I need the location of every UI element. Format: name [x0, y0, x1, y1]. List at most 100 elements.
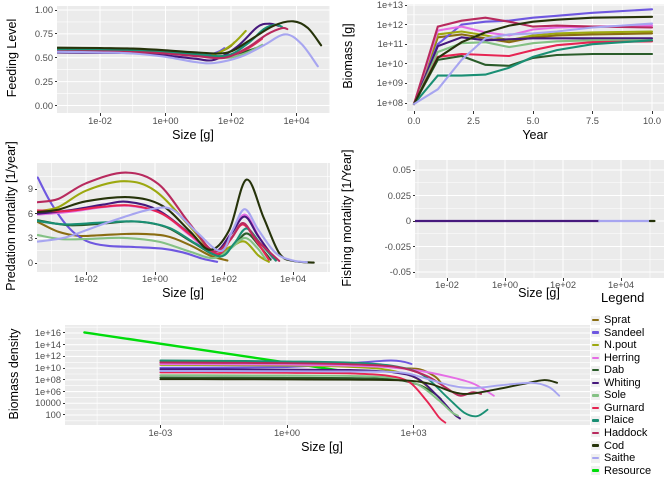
legend-label: Herring: [604, 351, 641, 364]
y-tick-label: 1e+13: [376, 0, 403, 10]
x-tick-mark: [532, 111, 534, 114]
y-tick-label: 0: [405, 216, 411, 226]
y-tick-mark: [62, 367, 65, 369]
legend-swatch-dab: [592, 369, 599, 372]
legend-title: Legend: [601, 290, 645, 305]
x-tick-mark: [473, 111, 474, 114]
y-tick-mark: [62, 344, 65, 346]
x-tick-label: 5.0: [526, 116, 540, 126]
x-tick-mark: [413, 425, 415, 428]
legend: Legend Sprat Sandeel N.pout Herring Dab Whiti…: [590, 288, 672, 480]
legend-swatch-haddock: [592, 431, 599, 435]
y-tick-label: 1e+06: [34, 386, 61, 397]
x-axis-title-biomass: Year: [522, 128, 548, 142]
y-tick-mark: [412, 220, 415, 222]
y-tick-label: 0.50: [34, 52, 53, 63]
x-tick-label: 2.5: [467, 116, 480, 126]
y-tick-mark: [54, 9, 57, 11]
panel-predation-mortality: [37, 163, 330, 272]
series-line-dab: [159, 376, 442, 401]
x-axis-title-feeding: Size [g]: [172, 128, 214, 142]
series-line-dab: [412, 52, 654, 106]
series-line-gurnard: [412, 40, 654, 106]
y-tick-label: 6: [27, 208, 33, 219]
y-tick-label: 1e+08: [376, 98, 403, 108]
y-tick-label: 100: [45, 409, 61, 420]
panel-feeding-level: [57, 6, 330, 113]
legend-swatch-saithe: [592, 456, 599, 460]
series-line-sandeel: [37, 176, 219, 263]
x-tick-label: 1e+02: [210, 274, 238, 284]
series-line-haddock: [57, 26, 289, 60]
legend-swatch-npout: [592, 343, 599, 347]
x-tick-label: 1e+00: [273, 428, 301, 438]
x-tick-label: 7.5: [586, 116, 599, 126]
y-tick-mark: [34, 188, 37, 190]
panel-biomass-density: [65, 325, 592, 425]
y-tick-label: 9: [27, 184, 33, 195]
legend-label: Cod: [604, 439, 625, 452]
series-line-whiting: [412, 36, 654, 106]
legend-label: N.pout: [604, 339, 637, 352]
legend-label: Sprat: [604, 314, 631, 326]
y-tick-mark: [62, 391, 65, 393]
legend-swatch-resource: [592, 469, 599, 472]
x-tick-mark: [504, 278, 506, 281]
x-tick-label: 1e-02: [88, 116, 112, 126]
x-tick-mark: [85, 272, 87, 275]
x-tick-label: 1e+04: [279, 274, 307, 284]
x-tick-mark: [620, 278, 622, 281]
x-tick-label: 1e-03: [148, 428, 173, 438]
legend-label: Gurnard: [604, 401, 645, 414]
y-tick-mark: [62, 355, 65, 357]
x-axis-title-fishing: Size [g]: [518, 286, 560, 300]
x-tick-mark: [446, 278, 448, 281]
x-tick-label: 1e+00: [491, 280, 519, 290]
series-line-herring: [159, 363, 495, 397]
y-tick-label: 0.75: [34, 28, 53, 39]
panel-biomass: [407, 4, 664, 111]
y-tick-mark: [54, 81, 57, 83]
x-axis-title-predation: Size [g]: [162, 286, 204, 300]
y-tick-label: 0.25: [34, 76, 53, 87]
y-tick-label: 1.00: [34, 5, 53, 15]
y-tick-mark: [412, 195, 415, 196]
panel-fishing-mortality: [415, 160, 664, 278]
y-axis-title-fishing: Fishing mortality [1/Year]: [340, 149, 354, 287]
x-tick-label: 1e-02: [435, 280, 459, 290]
y-tick-label: 0.05: [392, 165, 411, 175]
series-line-cod: [412, 15, 654, 106]
x-tick-mark: [159, 425, 161, 428]
legend-swatch-sprat: [592, 318, 599, 322]
y-tick-label: 1e+16: [34, 327, 61, 338]
legend-label: Resource: [604, 464, 652, 477]
y-tick-mark: [34, 262, 37, 264]
x-tick-label: 0.0: [407, 116, 421, 126]
legend-swatch-sandeel: [592, 331, 599, 334]
y-tick-label: 1e+10: [34, 363, 61, 374]
y-tick-mark: [54, 33, 57, 35]
series-line-sprat: [37, 220, 229, 262]
y-tick-mark: [404, 63, 407, 65]
series-line-cod: [37, 178, 315, 264]
y-tick-label: 1e+10: [376, 58, 403, 69]
series-line-haddock: [412, 16, 654, 106]
legend-swatch-plaice: [592, 419, 599, 422]
y-tick-label: 0.00: [34, 100, 53, 111]
series-line-plaice: [412, 39, 654, 106]
y-tick-mark: [62, 332, 65, 334]
series-line-haddock: [37, 171, 281, 262]
y-tick-label: 10000: [35, 398, 61, 409]
legend-label: Whiting: [604, 376, 641, 389]
y-tick-label: 1e+08: [34, 374, 61, 385]
y-tick-mark: [404, 4, 407, 6]
y-tick-mark: [62, 379, 65, 381]
y-tick-label: 0.025: [387, 190, 411, 201]
x-tick-label: 1e+00: [152, 116, 179, 126]
x-tick-label: 1e+03: [400, 428, 427, 438]
y-tick-label: 1e+14: [34, 339, 61, 350]
x-tick-label: 1e-02: [74, 274, 98, 284]
series-line-plaice: [57, 23, 283, 58]
y-tick-mark: [54, 105, 57, 106]
